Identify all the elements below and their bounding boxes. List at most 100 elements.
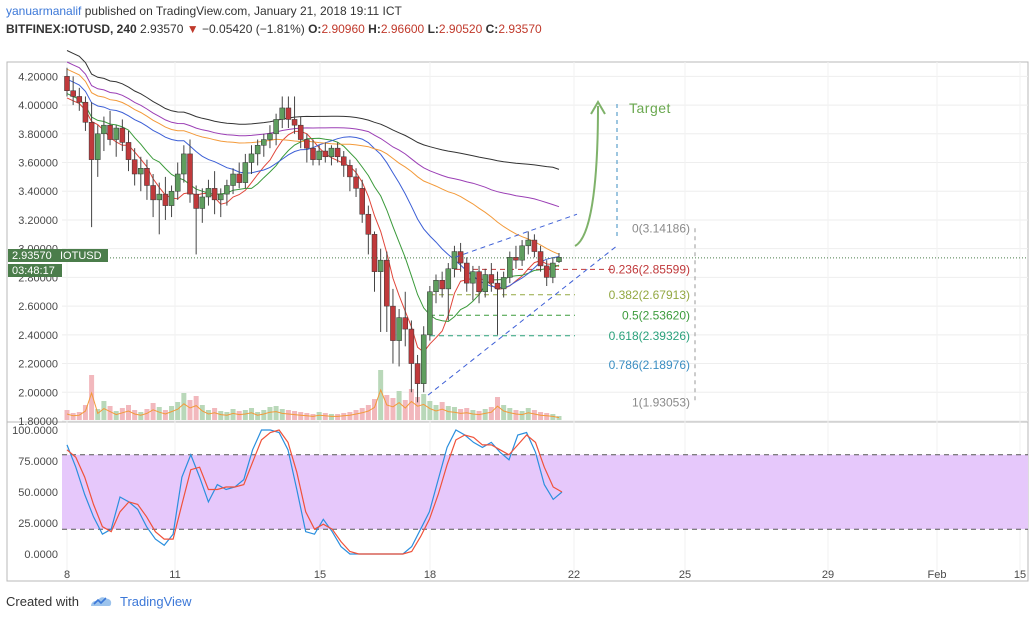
candle-body (224, 185, 230, 195)
candle-body (377, 259, 384, 272)
volume-bar (544, 413, 550, 420)
volume-bar (396, 391, 402, 420)
symbol-info-line: BITFINEX:IOTUSD, 240 2.93570 ▼ −0.05420 … (6, 21, 542, 38)
candle-body (543, 265, 550, 278)
tradingview-brand-link[interactable]: TradingView (120, 594, 192, 609)
stoch-tick-label: 75.0000 (18, 456, 58, 468)
time-tick-label: 15 (314, 569, 326, 581)
candle-body (457, 251, 464, 264)
candle-body (254, 145, 261, 155)
volume-bar (113, 411, 119, 420)
price-tick-label: 3.40000 (18, 186, 58, 198)
volume-bar (408, 389, 414, 420)
candle-body (396, 317, 402, 341)
open-value: 2.90960 (321, 22, 365, 36)
stoch-d-line (66, 429, 563, 555)
time-tick-label: 29 (822, 569, 834, 581)
volume-bar (322, 413, 328, 420)
candle-body (248, 153, 255, 163)
candle-body (193, 193, 199, 209)
candle-body (156, 193, 162, 201)
volume-bar (402, 400, 408, 420)
stoch-tick-label: 50.0000 (18, 487, 58, 499)
volume-bar (427, 401, 433, 420)
price-tick-label: 2.40000 (18, 330, 58, 342)
candle-body (451, 251, 458, 270)
volume-bar (162, 410, 168, 420)
stoch-rsi-pane[interactable]: 0.0000 25.0000 50.0000 75.0000 100.0000 (12, 425, 1028, 561)
candle-body (316, 150, 322, 160)
fib-level-label: 0.236(2.85599) (609, 262, 690, 276)
close-value: 2.93570 (498, 22, 542, 36)
price-tick-label: 3.20000 (18, 215, 58, 227)
target-annotation[interactable]: Target (574, 100, 671, 247)
candlesticks (64, 67, 562, 403)
target-arrow (574, 105, 599, 247)
candle-body (365, 213, 372, 235)
close-label: C: (485, 22, 499, 36)
volume-bar (76, 412, 82, 420)
fib-level-label: 0.5(2.53620) (622, 308, 690, 322)
candle-body (205, 188, 212, 198)
candle-body (168, 190, 175, 206)
volume-bar (458, 409, 464, 420)
candle-body (427, 291, 433, 336)
fib-level-label: 0.382(2.67913) (609, 288, 690, 302)
volume-bar (267, 407, 273, 420)
volume-bar (150, 403, 156, 420)
volume-bar (445, 406, 451, 420)
candle-body (384, 259, 390, 307)
candle-body (291, 119, 298, 126)
volume-bar (212, 408, 218, 420)
candle-body (211, 188, 218, 201)
volume-bar (236, 411, 242, 420)
volume-bar (451, 407, 457, 420)
candle-body (218, 193, 224, 201)
volume-bar (132, 410, 138, 420)
volume-bar (501, 405, 507, 420)
volume-bar (488, 407, 494, 420)
candle-body (494, 282, 501, 290)
candle-body (273, 119, 279, 135)
overbought-oversold-band (62, 454, 1028, 530)
candle-body (82, 101, 89, 123)
stoch-tick-label: 100.0000 (12, 425, 58, 437)
volume-bar (175, 402, 181, 420)
candle-body (476, 271, 482, 293)
volume-bar (439, 402, 445, 420)
volume-bar (507, 408, 513, 420)
candle-body (267, 133, 273, 140)
volume-bar (353, 410, 359, 420)
time-tick-label: Feb (928, 569, 947, 581)
volume-bar (525, 408, 531, 420)
author-link[interactable]: yanuarmanalif (6, 4, 82, 18)
candle-body (174, 173, 181, 192)
volume-bar (205, 410, 211, 420)
ma-short-line (66, 93, 560, 323)
down-arrow-icon: ▼ (186, 22, 199, 36)
volume-bar (224, 412, 230, 420)
candle-body (507, 257, 513, 278)
volume-bar (378, 370, 384, 420)
volume-bar (193, 396, 199, 420)
candle-body (162, 193, 169, 206)
volume-bar (415, 397, 421, 420)
open-label: O: (308, 22, 322, 36)
candle-body (328, 147, 335, 158)
fibonacci-retracement[interactable]: 0(3.14186) 0.236(2.85599) 0.382(2.67913) 0.… (430, 221, 696, 409)
volume-bar (531, 410, 537, 420)
candle-body (525, 239, 531, 247)
volume-bar (181, 393, 187, 420)
trendlines[interactable] (62, 213, 1028, 396)
volume-bar (230, 409, 236, 420)
price-change: −0.05420 (−1.81%) (202, 22, 305, 36)
candle-body (371, 234, 378, 272)
volume-bar (335, 414, 341, 420)
price-tick-label: 2.60000 (18, 301, 58, 313)
candle-body (390, 305, 396, 341)
candle-body (285, 107, 292, 120)
candle-body (119, 127, 126, 143)
candle-body (347, 165, 353, 178)
volume-bar (82, 405, 88, 420)
